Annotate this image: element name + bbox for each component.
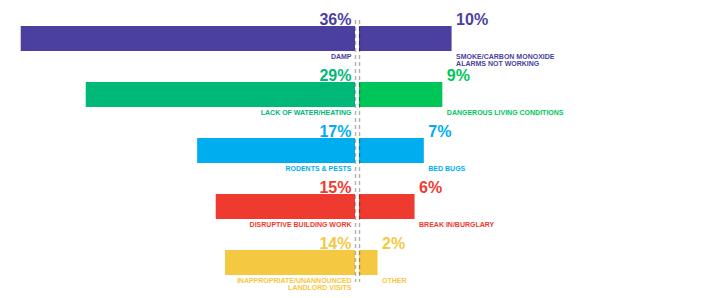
svg-text:17%: 17%: [319, 123, 351, 140]
svg-text:15%: 15%: [319, 179, 351, 196]
svg-text:14%: 14%: [319, 235, 351, 252]
svg-text:BREAK IN/BURGLARY: BREAK IN/BURGLARY: [419, 221, 495, 228]
svg-text:36%: 36%: [319, 11, 351, 28]
svg-text:7%: 7%: [428, 123, 451, 140]
svg-text:OTHER: OTHER: [382, 277, 407, 284]
svg-text:LACK OF WATER/HEATING: LACK OF WATER/HEATING: [261, 109, 352, 116]
svg-text:DAMP: DAMP: [331, 53, 352, 60]
svg-text:6%: 6%: [419, 179, 442, 196]
svg-text:SMOKE/CARBON MONOXIDEALARMS NO: SMOKE/CARBON MONOXIDEALARMS NOT WORKING: [456, 53, 555, 67]
svg-text:BED BUGS: BED BUGS: [428, 165, 465, 172]
svg-text:10%: 10%: [456, 11, 488, 28]
svg-text:INAPPROPRIATE/UNANNOUNCEDLANDL: INAPPROPRIATE/UNANNOUNCEDLANDLORD VISITS: [237, 277, 352, 291]
svg-text:RODENTS & PESTS: RODENTS & PESTS: [285, 165, 351, 172]
svg-text:DANGEROUS LIVING CONDITIONS: DANGEROUS LIVING CONDITIONS: [447, 109, 564, 116]
svg-text:2%: 2%: [382, 235, 405, 252]
svg-text:29%: 29%: [319, 67, 351, 84]
svg-text:DISRUPTIVE BUILDING WORK: DISRUPTIVE BUILDING WORK: [250, 221, 352, 228]
svg-text:9%: 9%: [447, 67, 470, 84]
